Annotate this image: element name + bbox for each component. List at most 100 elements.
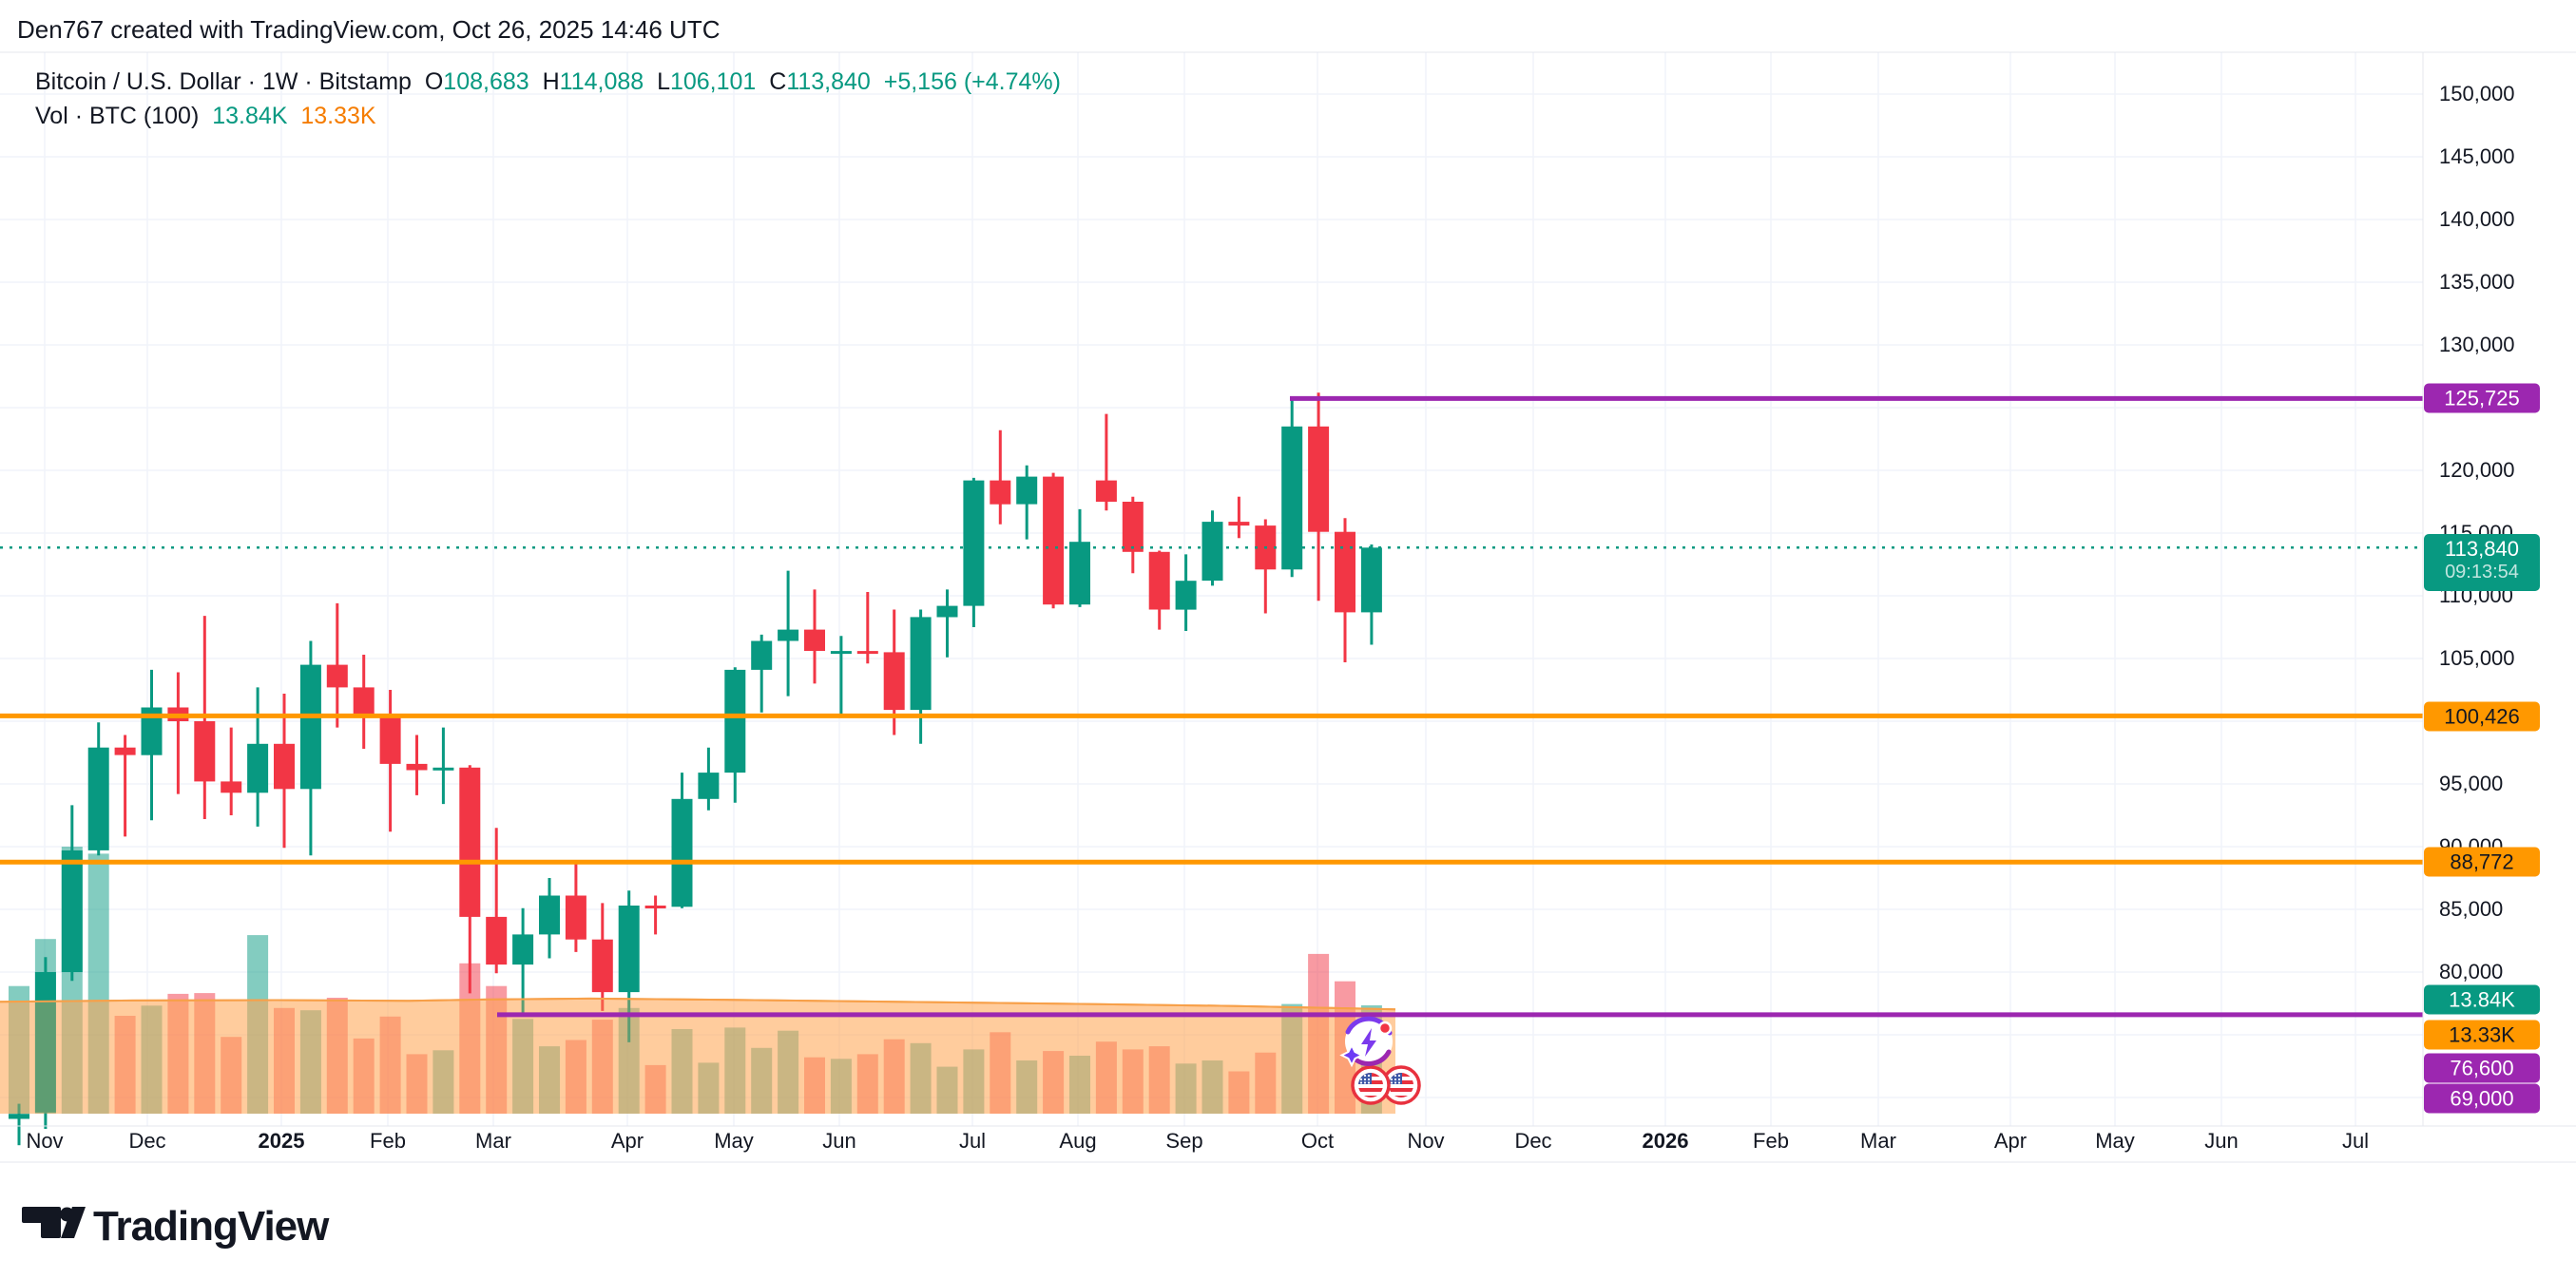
volume-indicator-title[interactable]: Vol · BTC (100) <box>35 103 200 129</box>
spark-lightning-icon[interactable] <box>1339 1016 1394 1068</box>
volume-bar <box>963 1049 985 1114</box>
price-badge-113,840: 113,840 09:13:54 <box>2424 534 2540 591</box>
candle-body <box>1201 522 1223 582</box>
us-economic-event-icon[interactable] <box>1351 1065 1391 1105</box>
time-axis-label: Jul <box>2341 1129 2370 1153</box>
volume-bar <box>724 1027 746 1114</box>
candle-body <box>274 743 295 790</box>
volume-bar <box>618 1007 640 1114</box>
candle-body <box>910 617 932 711</box>
price-badge-76,600: 76,600 <box>2424 1053 2540 1083</box>
volume-bar <box>1255 1052 1277 1114</box>
volume-legend[interactable]: Vol · BTC (100) 13.84K 13.33K <box>35 103 376 130</box>
time-axis-label: 2025 <box>258 1129 305 1153</box>
high-label: H <box>542 68 560 95</box>
candle-body <box>724 669 746 773</box>
volume-ma-line <box>0 997 1396 1011</box>
candle-body <box>87 747 109 850</box>
price-axis-label: 120,000 <box>2439 458 2515 482</box>
candle-body <box>141 707 163 755</box>
volume-bar <box>910 1042 932 1114</box>
volume-current-value: 13.84K <box>212 103 288 129</box>
price-axis-label: 95,000 <box>2439 772 2504 795</box>
candle-body <box>9 1114 29 1119</box>
candle-body <box>299 664 321 790</box>
price-axis-label: 85,000 <box>2439 897 2504 921</box>
candle-body <box>804 629 825 651</box>
time-axis-label: Dec <box>1514 1129 1552 1153</box>
time-axis-label: Aug <box>1059 1129 1097 1153</box>
volume-bar <box>778 1030 799 1114</box>
price-axis-label: 150,000 <box>2439 82 2515 105</box>
volume-bar <box>1148 1046 1170 1114</box>
tradingview-logo-text[interactable]: TradingView <box>93 1203 329 1250</box>
time-axis-label: Nov <box>26 1129 64 1153</box>
candle-body <box>990 480 1011 505</box>
volume-bar <box>194 993 216 1114</box>
price-axis-label: 80,000 <box>2439 960 2504 983</box>
time-axis-label: May <box>2095 1129 2135 1153</box>
volume-bar <box>9 985 29 1114</box>
countdown-timer: 09:13:54 <box>2445 562 2519 582</box>
candle-body <box>618 906 640 993</box>
volume-ma-value: 13.33K <box>300 103 376 129</box>
price-axis-label: 145,000 <box>2439 144 2515 168</box>
candle-body <box>1122 502 1144 552</box>
candle-body <box>1016 476 1038 505</box>
candle-body <box>433 767 454 771</box>
volume-bar <box>751 1047 773 1114</box>
candle-body <box>856 651 878 655</box>
price-badge-100,426: 100,426 <box>2424 701 2540 732</box>
volume-bar <box>990 1032 1011 1114</box>
time-axis-label: May <box>714 1129 754 1153</box>
us-economic-event-icon[interactable] <box>1381 1065 1421 1105</box>
candle-body <box>326 664 348 688</box>
price-badge-69,000: 69,000 <box>2424 1083 2540 1114</box>
candle-body <box>778 629 799 641</box>
volume-bar <box>1016 1060 1038 1114</box>
candle-body <box>247 743 269 793</box>
open-label: O <box>424 68 444 95</box>
candle-body <box>1308 426 1330 532</box>
volume-bar <box>167 993 189 1114</box>
volume-bar <box>247 935 269 1114</box>
volume-bar <box>1228 1071 1250 1114</box>
price-badge-125,725: 125,725 <box>2424 383 2540 413</box>
candle-body <box>671 798 693 907</box>
candle-body <box>459 767 481 917</box>
candle-body <box>406 763 428 771</box>
volume-bar <box>1043 1051 1065 1114</box>
time-axis-label: Oct <box>1300 1129 1335 1153</box>
price-axis-label: 135,000 <box>2439 270 2515 294</box>
candle-body <box>751 640 773 670</box>
candle-body <box>883 652 905 711</box>
time-axis-label: Feb <box>370 1129 406 1153</box>
volume-bar <box>299 1010 321 1114</box>
price-badge-13.33K: 13.33K <box>2424 1020 2540 1050</box>
candle-body <box>1335 531 1355 613</box>
time-axis-label: Jun <box>2204 1129 2239 1153</box>
symbol-title[interactable]: Bitcoin / U.S. Dollar · 1W · Bitstamp <box>35 68 412 95</box>
candle-body <box>963 480 985 606</box>
candle-body <box>1069 542 1090 605</box>
low-label: L <box>657 68 670 95</box>
candle-body <box>379 714 401 764</box>
candle-body <box>512 934 534 965</box>
volume-bar <box>1069 1056 1090 1114</box>
candle-body <box>194 721 216 782</box>
open-value: 108,683 <box>443 68 529 95</box>
candle-body <box>698 773 720 799</box>
price-axis-label: 140,000 <box>2439 207 2515 231</box>
candle-body <box>1043 476 1065 605</box>
time-axis-label: Nov <box>1407 1129 1445 1153</box>
close-value: 113,840 <box>786 68 871 95</box>
volume-bar <box>644 1064 666 1114</box>
volume-bar <box>1095 1041 1117 1114</box>
tradingview-logo-icon[interactable] <box>22 1207 87 1239</box>
volume-bar <box>379 1016 401 1114</box>
candle-body <box>830 651 852 655</box>
volume-bar <box>591 1020 613 1114</box>
close-label: C <box>769 68 787 95</box>
